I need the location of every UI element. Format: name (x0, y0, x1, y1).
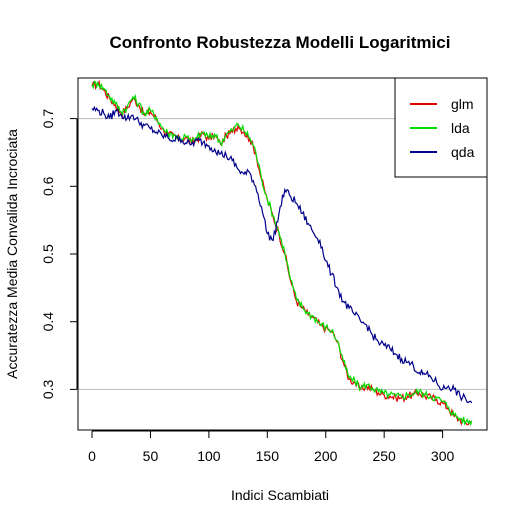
legend-label-qda: qda (451, 144, 475, 160)
x-tick-label: 200 (314, 448, 338, 464)
series-line-qda (91, 105, 473, 404)
x-tick-label: 300 (431, 448, 455, 464)
legend: glm lda qda (394, 77, 488, 178)
series-line-lda (91, 80, 473, 427)
x-axis-label: Indici Scambiati (231, 487, 329, 503)
y-tick-label: 0.4 (40, 312, 56, 332)
y-tick-label: 0.5 (40, 244, 56, 264)
y-tick-label: 0.3 (40, 379, 56, 399)
x-tick-label: 0 (88, 448, 96, 464)
legend-label-glm: glm (451, 96, 474, 112)
x-tick-label: 50 (143, 448, 159, 464)
x-tick-label: 100 (197, 448, 221, 464)
y-axis: 0.3 0.4 0.5 0.6 0.7 (40, 109, 78, 399)
y-axis-label: Accuratezza Media Convalida Incrociata (4, 129, 20, 379)
x-tick-label: 250 (372, 448, 396, 464)
y-tick-label: 0.7 (40, 109, 56, 129)
y-tick-label: 0.6 (40, 176, 56, 196)
x-tick-label: 150 (256, 448, 280, 464)
plot-frame (77, 77, 488, 431)
chart-title: Confronto Robustezza Modelli Logaritmici (110, 33, 451, 52)
legend-label-lda: lda (451, 120, 470, 136)
legend-box (394, 77, 488, 178)
x-axis: 0 50 100 150 200 250 300 (88, 430, 455, 464)
